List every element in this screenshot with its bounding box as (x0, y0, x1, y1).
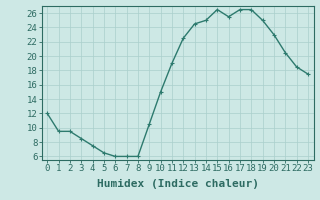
X-axis label: Humidex (Indice chaleur): Humidex (Indice chaleur) (97, 179, 259, 189)
